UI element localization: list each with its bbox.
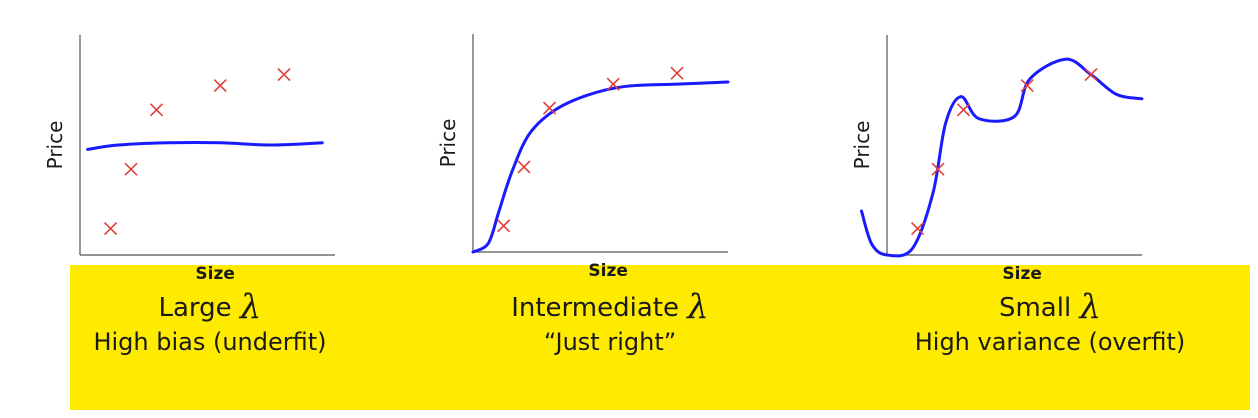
fit-curve [860,57,1144,258]
plot-2: Price Size [436,34,730,281]
lambda-symbol: λ [1079,287,1102,327]
caption-description: High bias (underfit) [93,328,327,356]
y-axis-label: Price [850,121,874,170]
caption-large-lambda: Large λ High bias (underfit) [70,290,350,359]
plot-3: Price Size [850,35,1144,284]
caption-intermediate-lambda: Intermediate λ “Just right” [470,290,750,359]
caption-description: “Just right” [543,328,677,356]
data-point-1 [911,222,925,236]
data-point-2 [931,162,945,176]
data-point-5 [1084,68,1098,82]
caption-description: High variance (overfit) [914,328,1186,356]
x-axis-label: Size [195,264,235,284]
data-point-4 [606,77,620,91]
lambda-symbol: λ [239,287,262,327]
data-point-3 [149,103,164,117]
caption-prefix: Large [158,293,240,323]
plot-1: Price Size [43,35,335,284]
data-point-3 [542,101,557,115]
y-axis-label: Price [436,119,460,168]
fit-curve [86,141,324,151]
caption-prefix: Intermediate [511,293,688,323]
data-point-3 [956,103,971,117]
data-point-5 [277,68,291,82]
data-point-2 [124,162,138,176]
caption-band [70,265,1250,410]
data-point-2 [517,160,531,174]
data-point-4 [1020,79,1034,93]
data-point-1 [104,222,118,236]
data-point-1 [497,219,511,233]
data-point-5 [670,66,684,80]
caption-prefix: Small [998,293,1080,323]
caption-small-lambda: Small λ High variance (overfit) [900,290,1200,359]
data-point-4 [213,79,227,93]
fit-curve [471,80,730,254]
y-axis-label: Price [43,121,67,170]
x-axis-label: Size [588,261,628,281]
x-axis-label: Size [1002,264,1042,284]
lambda-symbol: λ [687,287,709,327]
